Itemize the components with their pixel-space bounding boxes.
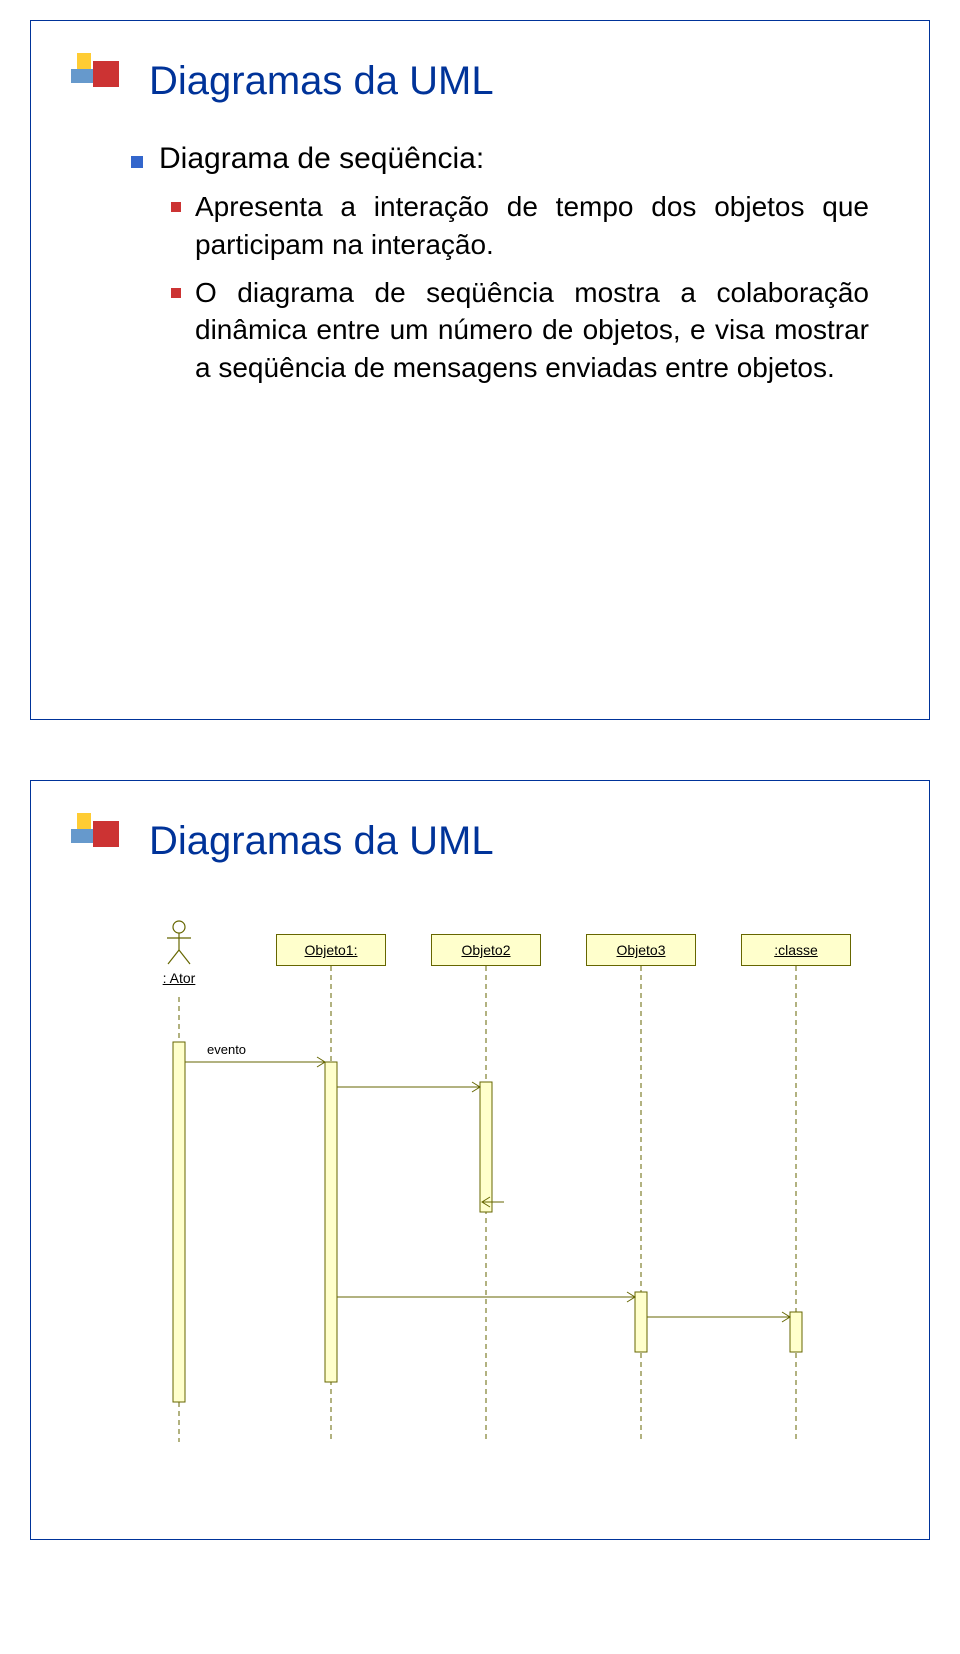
title-decor-icon <box>71 811 131 872</box>
slide-1: Diagramas da UML Diagrama de seqüência: … <box>30 20 930 720</box>
title-decor-icon <box>71 51 131 112</box>
slide-1-body: Diagrama de seqüência: Apresenta a inter… <box>131 142 869 387</box>
bullet-level-2: O diagrama de seqüência mostra a colabor… <box>171 274 869 387</box>
title-row: Diagramas da UML <box>71 51 889 112</box>
slide-2-title: Diagramas da UML <box>149 819 494 864</box>
bullet-square-icon <box>171 202 181 212</box>
bullet-2b-text: O diagrama de seqüência mostra a colabor… <box>195 274 869 387</box>
bullet-level-1: Diagrama de seqüência: <box>131 142 869 176</box>
bullet-2a-text: Apresenta a interação de tempo dos objet… <box>195 188 869 264</box>
sequence-svg-overlay <box>111 902 911 1462</box>
bullet-level-2: Apresenta a interação de tempo dos objet… <box>171 188 869 264</box>
slide-1-content: Diagramas da UML Diagrama de seqüência: … <box>31 21 929 437</box>
bullet-1-text: Diagrama de seqüência: <box>159 142 484 176</box>
slide-2: Diagramas da UML : Ator Objeto1: Objeto2… <box>30 780 930 1540</box>
slide-1-title: Diagramas da UML <box>149 59 494 104</box>
slide-2-content: Diagramas da UML : Ator Objeto1: Objeto2… <box>31 781 929 1492</box>
sequence-diagram: : Ator Objeto1: Objeto2 Objeto3 :classe … <box>111 902 849 1452</box>
title-row: Diagramas da UML <box>71 811 889 872</box>
bullet-square-icon <box>131 156 143 168</box>
bullet-square-icon <box>171 288 181 298</box>
